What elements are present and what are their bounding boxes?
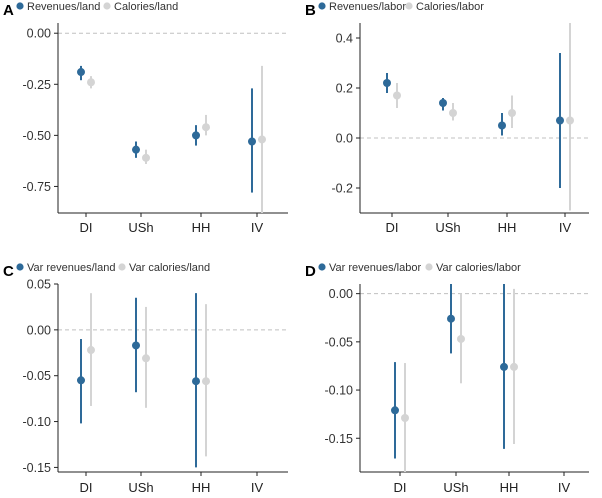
legend-marker [118, 263, 126, 271]
category-label: HH [192, 220, 211, 235]
category-label: HH [192, 480, 211, 495]
legend-label: Var revenues/labor [329, 262, 421, 274]
y-tick-label: -0.10 [23, 415, 52, 429]
y-tick-label: 0.05 [27, 278, 51, 292]
data-point [447, 314, 455, 323]
y-tick-label: 0.4 [336, 32, 353, 46]
panel-letter: A [3, 2, 14, 19]
panel-c: C Var revenues/land Var calories/land 0.05 0… [3, 262, 288, 495]
legend-marker [16, 2, 24, 10]
category-label: HH [500, 480, 519, 495]
category-label: USh [435, 220, 460, 235]
category-label: USh [128, 220, 153, 235]
data-point [510, 362, 518, 371]
category-label: HH [498, 220, 517, 235]
category-label: USh [443, 480, 468, 495]
legend-marker [318, 2, 326, 10]
legend-label: Var calories/land [129, 262, 210, 274]
category-label: DI [80, 220, 93, 235]
data-point [391, 406, 399, 415]
y-tick-label: 0.0 [336, 132, 353, 146]
legend-label: Calories/land [114, 1, 178, 13]
data-point [500, 362, 508, 371]
y-tick-label: -0.15 [23, 461, 52, 475]
y-tick-label: -0.25 [23, 78, 52, 92]
panel-d: D Var revenues/labor Var calories/labor 0.0… [305, 262, 589, 495]
data-point [77, 376, 85, 385]
legend-marker [103, 2, 111, 10]
data-point [202, 123, 210, 132]
y-tick-label: 0.00 [27, 27, 51, 41]
legend-label: Var calories/labor [436, 262, 521, 274]
panel-b: B Revenues/labor Calories/labor 0.4 0.2 0.0 -0… [305, 1, 589, 235]
data-point [87, 78, 95, 87]
data-point [439, 99, 447, 107]
category-label: USh [128, 480, 153, 495]
category-label: DI [386, 220, 399, 235]
data-point [77, 68, 85, 77]
y-tick-label: 0.2 [336, 82, 353, 96]
y-tick-label: -0.05 [23, 369, 52, 383]
data-point [87, 346, 95, 355]
panel-a: A Revenues/land Calories/land 0.00 -0.25 -0.5… [3, 1, 288, 235]
category-label: IV [251, 480, 264, 495]
legend-label: Revenues/land [27, 1, 100, 13]
panel-letter: C [3, 263, 14, 280]
data-point [457, 334, 465, 343]
data-point [449, 109, 457, 117]
data-point [132, 341, 140, 350]
data-point [498, 121, 506, 130]
category-label: DI [80, 480, 93, 495]
data-point [508, 109, 516, 117]
y-tick-label: -0.15 [325, 432, 354, 446]
y-tick-label: -0.50 [23, 129, 52, 143]
data-point [142, 153, 150, 162]
data-point [132, 145, 140, 154]
category-label: DI [394, 480, 407, 495]
y-tick-label: -0.75 [23, 180, 52, 194]
data-point [393, 91, 401, 100]
data-point [401, 414, 409, 423]
y-tick-label: 0.00 [27, 323, 51, 337]
panel-letter: D [305, 263, 316, 280]
data-point [192, 377, 200, 386]
data-point [142, 354, 150, 363]
y-tick-label: 0.00 [329, 287, 353, 301]
data-point [566, 116, 574, 125]
legend-label: Revenues/labor [329, 1, 406, 13]
legend-label: Calories/labor [416, 1, 484, 13]
data-point [383, 79, 391, 87]
category-label: IV [251, 220, 264, 235]
legend-marker [318, 263, 326, 271]
y-tick-label: -0.10 [325, 384, 354, 398]
y-tick-label: -0.05 [325, 335, 354, 349]
legend-marker [16, 263, 24, 271]
data-point [248, 137, 256, 146]
data-point [202, 377, 210, 386]
panel-letter: B [305, 2, 316, 19]
data-point [258, 135, 266, 144]
legend-marker [425, 263, 433, 271]
legend-marker [405, 2, 413, 10]
data-point [192, 131, 200, 140]
legend-label: Var revenues/land [27, 262, 115, 274]
category-label: IV [559, 220, 572, 235]
y-tick-label: -0.2 [331, 182, 353, 196]
category-label: IV [558, 480, 571, 495]
data-point [556, 116, 564, 125]
